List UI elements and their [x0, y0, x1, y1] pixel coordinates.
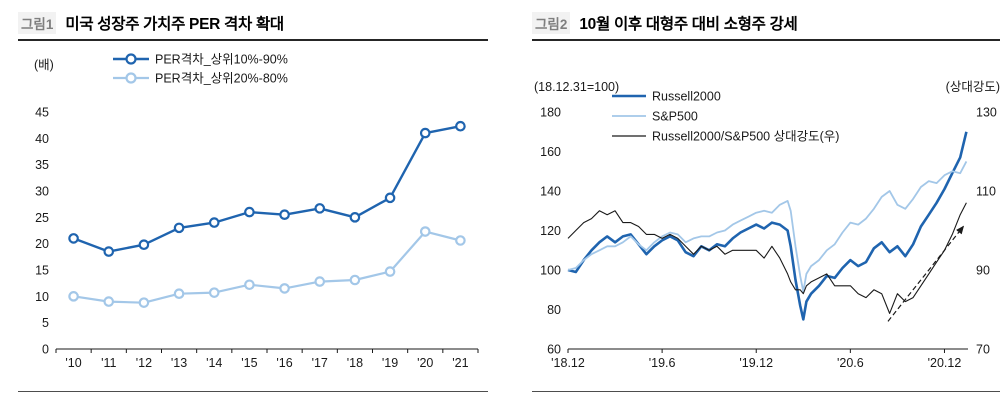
- svg-text:80: 80: [547, 303, 561, 317]
- svg-text:(배): (배): [34, 58, 54, 72]
- svg-text:10: 10: [35, 290, 49, 304]
- svg-text:25: 25: [35, 211, 49, 225]
- svg-text:70: 70: [976, 343, 990, 357]
- figure1-tag: 그림1: [18, 12, 57, 34]
- svg-text:'21: '21: [452, 356, 468, 370]
- svg-text:'11: '11: [101, 356, 116, 370]
- svg-text:'20.6: '20.6: [837, 356, 864, 370]
- svg-text:'15: '15: [241, 356, 257, 370]
- smallcap-chart-area: (18.12.31=100) (상대강도) Russell2000 S&P500 Rus…: [532, 41, 1000, 392]
- svg-text:'13: '13: [171, 356, 187, 370]
- svg-text:'17: '17: [312, 356, 328, 370]
- svg-text:0: 0: [42, 343, 49, 357]
- svg-text:30: 30: [35, 185, 49, 199]
- svg-text:'19: '19: [382, 356, 398, 370]
- figure1-panel: 그림1 미국 성장주 가치주 PER 격차 확대 (배) PER격차_상위10%-…: [18, 12, 488, 402]
- svg-text:120: 120: [540, 224, 561, 238]
- svg-text:110: 110: [976, 185, 996, 199]
- svg-text:100: 100: [540, 264, 561, 278]
- figure1-header: 그림1 미국 성장주 가치주 PER 격차 확대: [18, 12, 488, 41]
- figure2-title: 10월 이후 대형주 대비 소형주 강세: [579, 16, 798, 33]
- svg-text:PER격차_상위20%-80%: PER격차_상위20%-80%: [155, 72, 288, 86]
- svg-text:5: 5: [42, 316, 49, 330]
- svg-text:(18.12.31=100): (18.12.31=100): [534, 80, 619, 94]
- svg-text:'14: '14: [206, 356, 222, 370]
- svg-text:'19.6: '19.6: [649, 356, 676, 370]
- svg-text:'20.12: '20.12: [928, 356, 962, 370]
- svg-text:160: 160: [540, 145, 561, 159]
- figure2-tag: 그림2: [532, 12, 571, 34]
- svg-text:'20: '20: [417, 356, 433, 370]
- figure2-header: 그림2 10월 이후 대형주 대비 소형주 강세: [532, 12, 1000, 41]
- svg-text:'16: '16: [276, 356, 292, 370]
- per-gap-line-chart: (배) PER격차_상위10%-90% PER격차_상위20%-80% 0 5 10 15 2…: [34, 53, 479, 370]
- svg-text:Russell2000/S&P500 상대강도(우): Russell2000/S&P500 상대강도(우): [652, 130, 839, 144]
- svg-text:S&P500: S&P500: [652, 110, 698, 124]
- svg-text:60: 60: [547, 343, 561, 357]
- svg-text:(상대강도): (상대강도): [946, 80, 1000, 94]
- svg-text:140: 140: [540, 185, 561, 199]
- figure1-title: 미국 성장주 가치주 PER 격차 확대: [65, 16, 284, 33]
- figure2-panel: 그림2 10월 이후 대형주 대비 소형주 강세 (18.12.31=100)(…: [532, 12, 1000, 402]
- svg-text:45: 45: [35, 106, 49, 120]
- svg-text:130: 130: [976, 106, 997, 120]
- svg-text:'12: '12: [136, 356, 152, 370]
- svg-text:35: 35: [35, 158, 49, 172]
- svg-text:40: 40: [35, 132, 49, 146]
- svg-text:180: 180: [540, 106, 561, 120]
- svg-text:'18.12: '18.12: [551, 356, 585, 370]
- svg-text:Russell2000: Russell2000: [652, 90, 721, 104]
- svg-text:90: 90: [976, 264, 990, 278]
- per-gap-chart-area: (배) PER격차_상위10%-90% PER격차_상위20%-80% 0 5 10 15 2…: [18, 41, 488, 392]
- svg-text:20: 20: [35, 237, 49, 251]
- svg-text:15: 15: [35, 264, 49, 278]
- smallcap-line-chart: (18.12.31=100) (상대강도) Russell2000 S&P500 Rus…: [534, 80, 1000, 370]
- svg-text:'18: '18: [347, 356, 363, 370]
- svg-text:PER격차_상위10%-90%: PER격차_상위10%-90%: [155, 53, 288, 67]
- svg-text:'19.12: '19.12: [739, 356, 773, 370]
- svg-text:'10: '10: [65, 356, 81, 370]
